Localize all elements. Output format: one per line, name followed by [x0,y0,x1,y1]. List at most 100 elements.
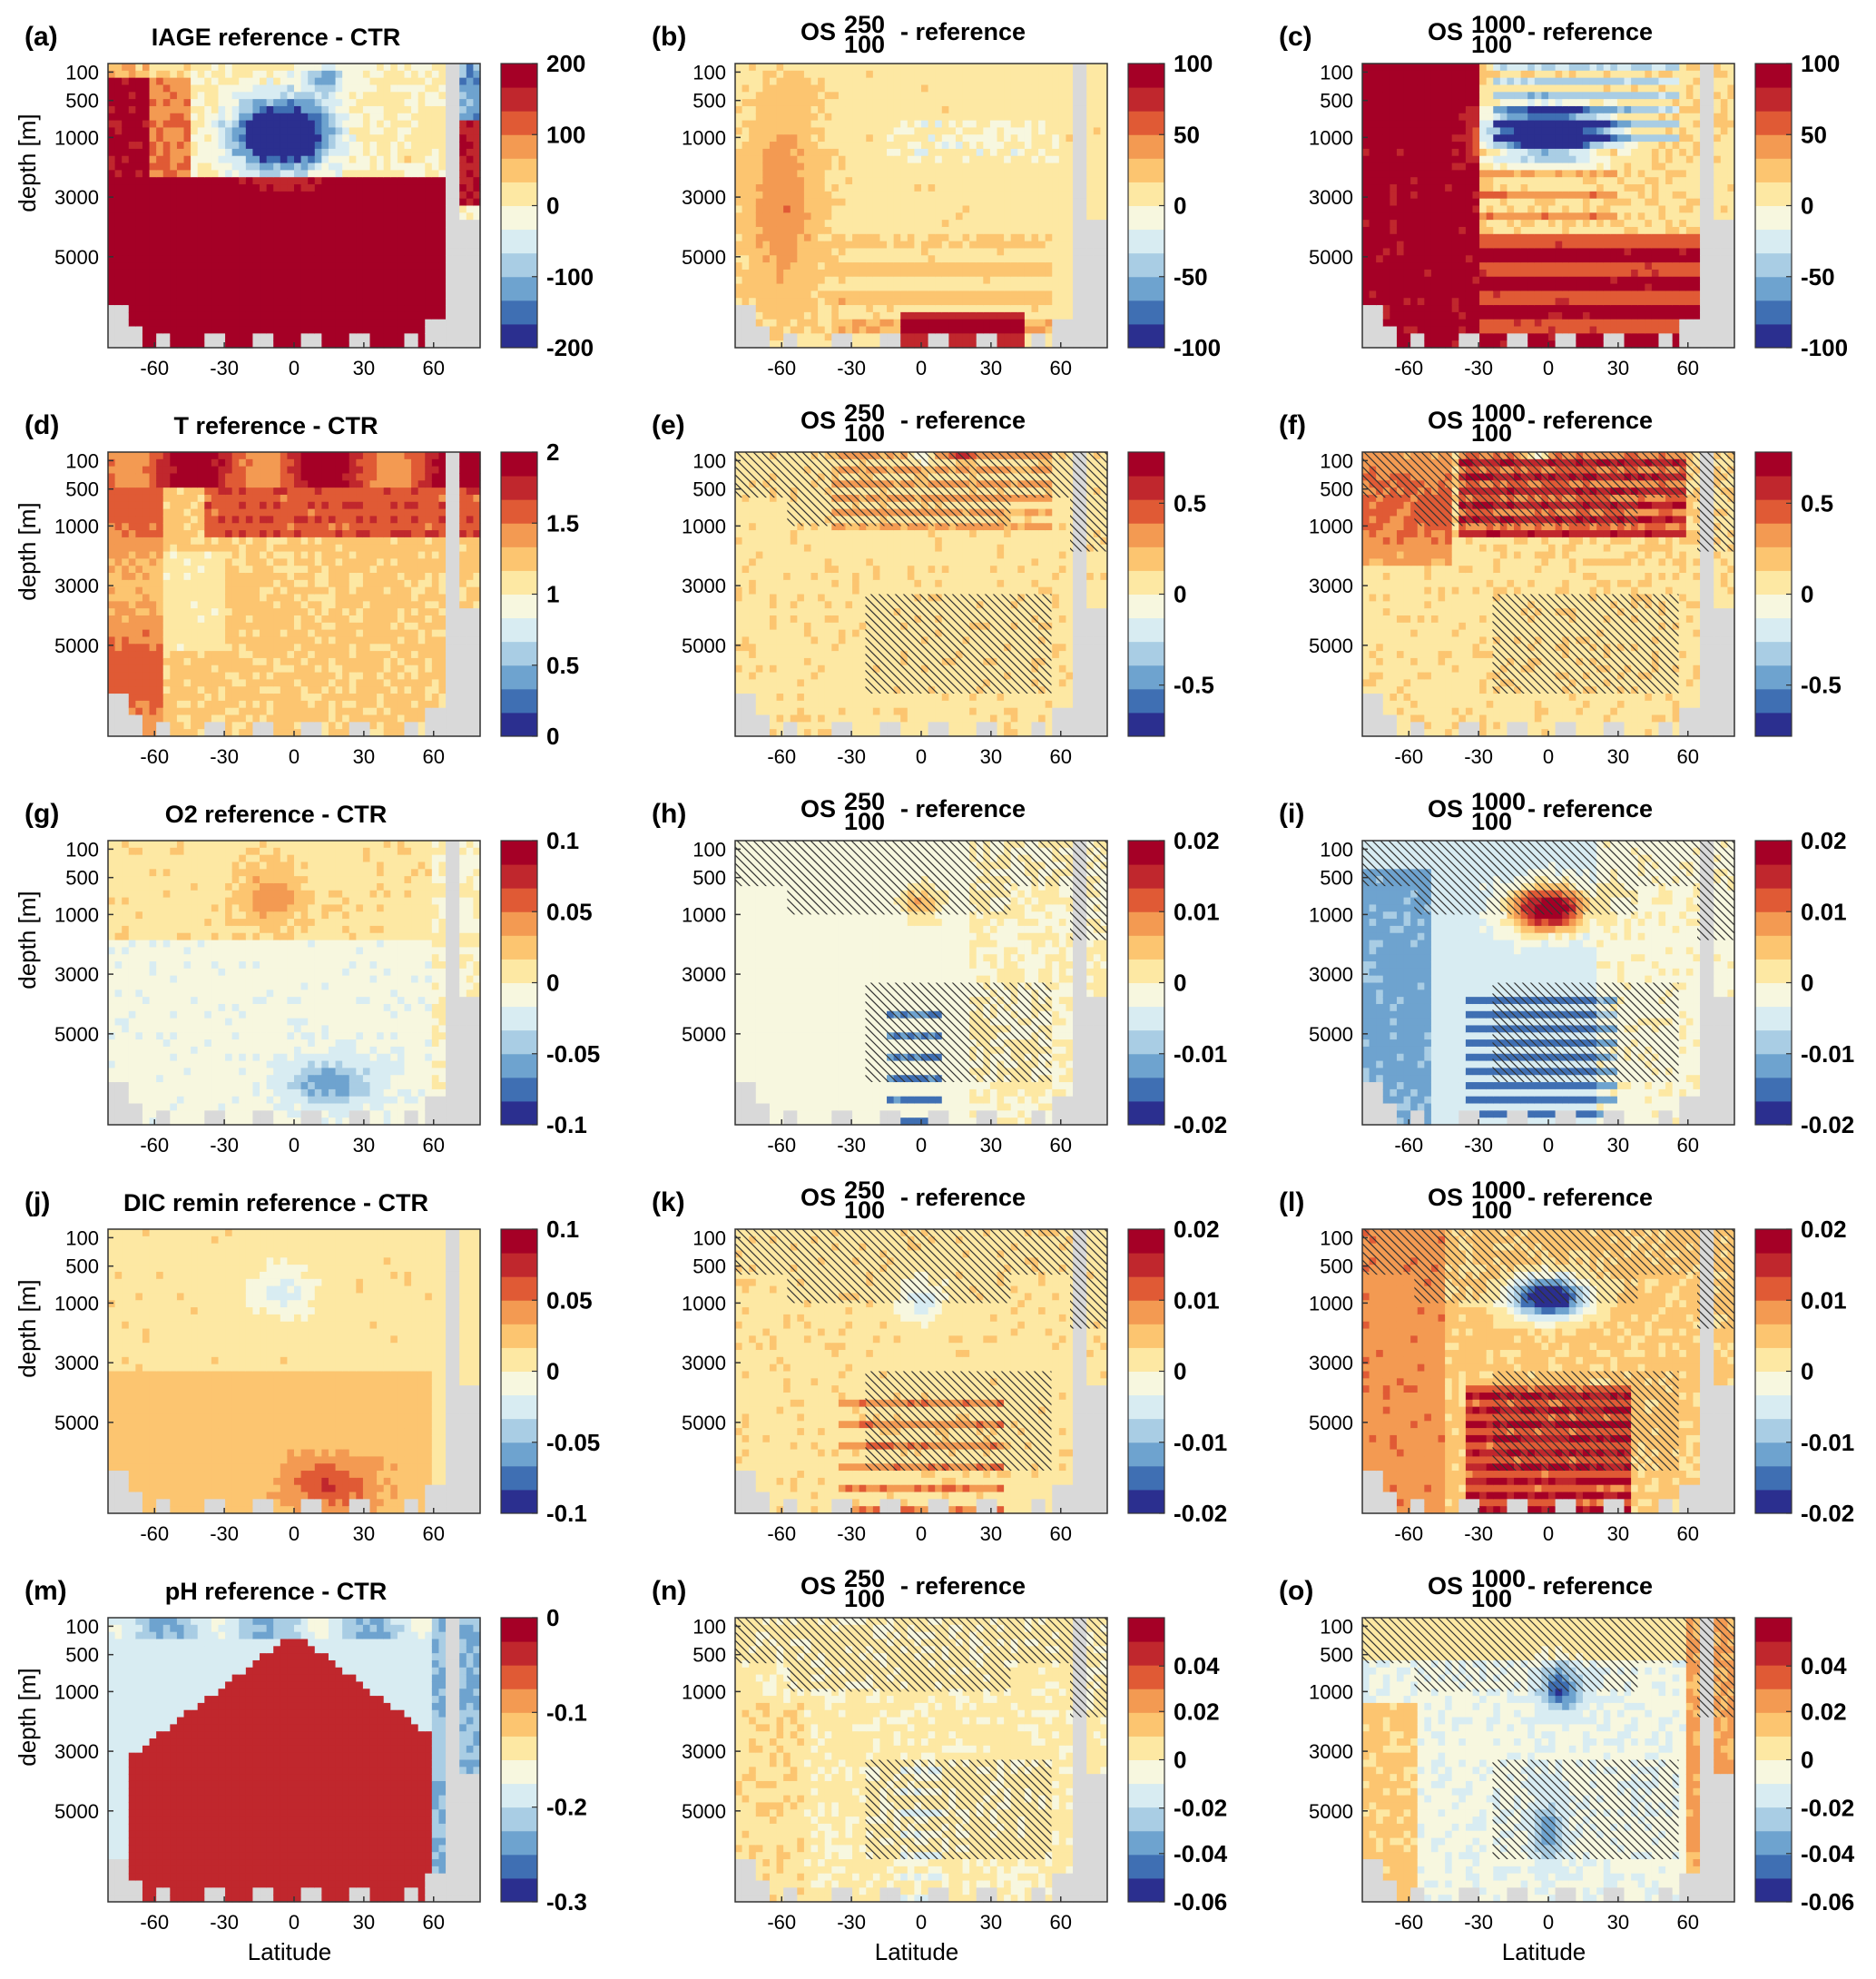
heatmap-cell [453,184,460,192]
heatmap-cell [390,149,398,156]
heatmap-cell [315,127,322,134]
heatmap-cell [831,121,839,128]
heatmap-cell [446,92,453,99]
heatmap-cell [294,177,301,184]
heatmap-cell [198,290,205,298]
heatmap-cell [831,177,839,184]
heatmap-cell [404,113,411,121]
heatmap-cell [129,71,136,78]
heatmap-cell [329,333,336,340]
heatmap-cell [239,163,246,171]
heatmap-cell [184,241,192,249]
heatmap-cell [831,184,839,192]
heatmap-cell [142,64,150,71]
heatmap-cell [129,320,136,327]
heatmap-cell [273,106,280,113]
heatmap-cell [404,170,411,177]
heatmap-cell [873,134,880,142]
heatmap-cell [749,312,756,320]
heatmap-cell [246,262,253,270]
heatmap-cell [349,71,357,78]
heatmap-cell [735,327,742,334]
heatmap-cell [260,113,267,121]
heatmap-cell [287,234,294,241]
heatmap-cell [252,106,260,113]
heatmap-cell [811,192,819,199]
heatmap-cell [866,64,873,71]
heatmap-cell [791,255,798,262]
heatmap-cell [818,64,825,71]
heatmap-cell [398,84,405,92]
heatmap-cell [418,298,426,305]
heatmap-cell [866,170,873,177]
heatmap-cell [818,134,825,142]
heatmap-cell [156,184,163,192]
heatmap-cell [150,241,157,249]
heatmap-cell [336,255,343,262]
heatmap-cell [777,106,784,113]
heatmap-cell [170,284,177,291]
heatmap-cell [783,270,791,277]
heatmap-cell [735,92,742,99]
heatmap-cell [363,212,370,220]
heatmap-cell [252,290,260,298]
heatmap-cell [770,241,777,249]
heatmap-cell [873,206,880,213]
heatmap-cell [108,298,115,305]
heatmap-cell [459,149,467,156]
heatmap-cell [198,113,205,121]
heatmap-cell [818,262,825,270]
heatmap-cell [749,320,756,327]
heatmap-cell [156,227,163,234]
heatmap-cell [735,270,742,277]
heatmap-cell [425,333,432,340]
heatmap-cell [150,234,157,241]
heatmap-cell [287,277,294,284]
heatmap-cell [142,206,150,213]
heatmap-cell [349,262,357,270]
heatmap-cell [115,134,123,142]
heatmap-cell [115,290,123,298]
heatmap-cell [852,284,859,291]
heatmap-cell [370,84,378,92]
heatmap-cell [377,284,384,291]
heatmap-cell [287,255,294,262]
heatmap-cell [321,206,329,213]
heatmap-cell [336,199,343,206]
heatmap-cell [791,84,798,92]
heatmap-cell [349,305,357,312]
heatmap-cell [735,134,742,142]
heatmap-cell [467,149,474,156]
heatmap-cell [142,127,150,134]
heatmap-cell [294,206,301,213]
heatmap-cell [770,127,777,134]
heatmap-cell [839,333,846,340]
heatmap-cell [329,270,336,277]
heatmap-cell [404,84,411,92]
heatmap-cell [232,333,240,340]
heatmap-cell [432,284,439,291]
heatmap-cell [446,220,453,227]
heatmap-cell [797,64,804,71]
heatmap-cell [845,290,852,298]
heatmap-cell [467,113,474,121]
heatmap-cell [384,327,391,334]
heatmap-cell [831,255,839,262]
x-tick-label: 0 [289,357,300,379]
heatmap-cell [783,156,791,163]
heatmap-cell [115,212,123,220]
heatmap-cell [756,199,763,206]
heatmap-cell [783,92,791,99]
heatmap-cell [377,220,384,227]
heatmap-cell [831,78,839,85]
heatmap-cell [321,170,329,177]
heatmap-cell [356,206,363,213]
heatmap-cell [232,298,240,305]
heatmap-cell [150,305,157,312]
heatmap-cell [163,184,171,192]
heatmap-cell [267,234,274,241]
heatmap-cell [467,227,474,234]
heatmap-cell [446,78,453,85]
heatmap-cell [315,227,322,234]
heatmap-cell [150,327,157,334]
